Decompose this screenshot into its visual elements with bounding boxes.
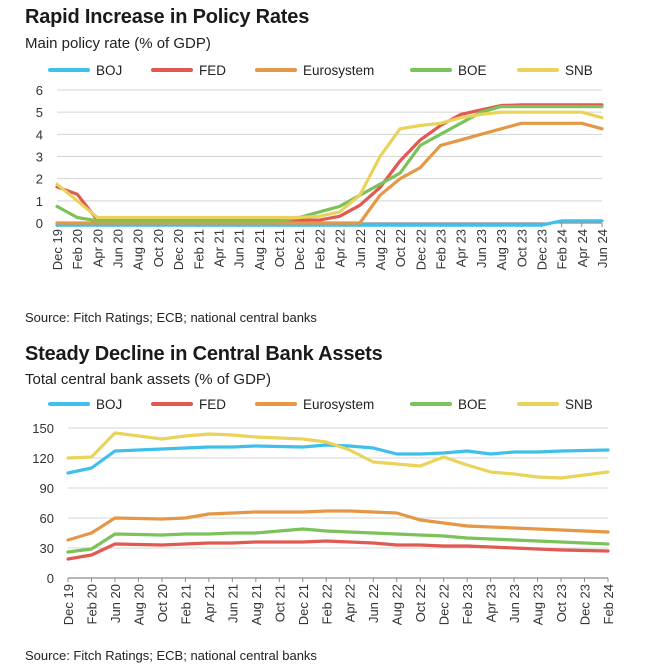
x-tick-label: Jun 22 bbox=[353, 229, 368, 268]
x-tick-label: Dec 22 bbox=[413, 229, 428, 270]
x-tick-label: Apr 23 bbox=[484, 584, 499, 622]
x-tick-label: Dec 19 bbox=[50, 229, 65, 270]
x-tick-label: Jun 21 bbox=[232, 229, 247, 268]
x-tick-label: Feb 22 bbox=[319, 584, 334, 624]
x-tick-label: Aug 22 bbox=[390, 584, 405, 625]
x-tick-label: Feb 22 bbox=[312, 229, 327, 269]
policy-rates-panel: Rapid Increase in Policy Rates Main poli… bbox=[25, 6, 610, 325]
series-line-boj bbox=[66, 443, 610, 475]
y-tick-label: 60 bbox=[40, 511, 54, 526]
legend-label-eurosystem: Eurosystem bbox=[303, 397, 374, 412]
x-tick-label: Aug 20 bbox=[131, 584, 146, 625]
x-tick-label: Jun 20 bbox=[108, 584, 123, 623]
y-tick-label: 5 bbox=[36, 105, 43, 120]
y-tick-label: 90 bbox=[40, 481, 54, 496]
x-tick-label: Dec 23 bbox=[578, 584, 593, 625]
chart-source: Source: Fitch Ratings; ECB; national cen… bbox=[25, 310, 317, 325]
series-line-boe bbox=[66, 527, 610, 554]
chart-subtitle: Total central bank assets (% of GDP) bbox=[25, 371, 271, 388]
x-tick-label: Apr 20 bbox=[90, 229, 105, 267]
x-tick-label: Apr 21 bbox=[202, 584, 217, 622]
y-tick-label: 4 bbox=[36, 127, 43, 142]
x-tick-label: Dec 20 bbox=[171, 229, 186, 270]
x-tick-label: Apr 21 bbox=[211, 229, 226, 267]
x-tick-label: Feb 20 bbox=[84, 584, 99, 624]
y-tick-label: 0 bbox=[36, 216, 43, 231]
series-line-snb bbox=[66, 431, 610, 480]
legend-label-boe: BOE bbox=[458, 397, 487, 412]
legend-label-eurosystem: Eurosystem bbox=[303, 63, 374, 78]
x-tick-label: Apr 24 bbox=[575, 229, 590, 267]
y-tick-label: 3 bbox=[36, 150, 43, 165]
x-tick-label: Oct 20 bbox=[155, 584, 170, 622]
y-tick-label: 6 bbox=[36, 83, 43, 98]
y-tick-label: 30 bbox=[40, 541, 54, 556]
x-tick-label: Oct 21 bbox=[272, 229, 287, 267]
x-tick-label: Apr 22 bbox=[333, 229, 348, 267]
series-line-snb bbox=[55, 110, 604, 220]
x-tick-label: Dec 19 bbox=[61, 584, 76, 625]
legend-label-fed: FED bbox=[199, 63, 226, 78]
x-tick-label: Feb 23 bbox=[460, 584, 475, 624]
x-tick-label: Aug 21 bbox=[252, 229, 267, 270]
chart-title: Steady Decline in Central Bank Assets bbox=[25, 343, 383, 365]
series-line-eurosystem bbox=[66, 509, 610, 542]
x-tick-label: Oct 22 bbox=[393, 229, 408, 267]
legend-label-boe: BOE bbox=[458, 63, 487, 78]
x-tick-label: Feb 21 bbox=[191, 229, 206, 269]
x-tick-label: Feb 23 bbox=[434, 229, 449, 269]
x-tick-label: Jun 24 bbox=[595, 229, 610, 268]
y-tick-label: 0 bbox=[47, 571, 54, 586]
x-tick-label: Jun 22 bbox=[366, 584, 381, 623]
x-tick-label: Aug 20 bbox=[131, 229, 146, 270]
chart-source: Source: Fitch Ratings; ECB; national cen… bbox=[25, 648, 317, 663]
y-tick-label: 120 bbox=[32, 451, 54, 466]
x-tick-label: Dec 21 bbox=[296, 584, 311, 625]
chart-title: Rapid Increase in Policy Rates bbox=[25, 6, 310, 28]
series-line-boj bbox=[55, 219, 604, 227]
x-tick-label: Apr 22 bbox=[343, 584, 358, 622]
x-tick-label: Aug 23 bbox=[531, 584, 546, 625]
x-tick-label: Apr 23 bbox=[454, 229, 469, 267]
y-tick-label: 2 bbox=[36, 172, 43, 187]
y-tick-label: 150 bbox=[32, 421, 54, 436]
y-tick-label: 1 bbox=[36, 194, 43, 209]
x-tick-label: Aug 21 bbox=[249, 584, 264, 625]
x-tick-label: Jun 21 bbox=[225, 584, 240, 623]
x-tick-label: Feb 21 bbox=[178, 584, 193, 624]
x-tick-label: Aug 23 bbox=[494, 229, 509, 270]
legend-label-boj: BOJ bbox=[96, 397, 122, 412]
x-tick-label: Oct 20 bbox=[151, 229, 166, 267]
x-tick-label: Oct 21 bbox=[272, 584, 287, 622]
chart-subtitle: Main policy rate (% of GDP) bbox=[25, 35, 211, 52]
chart-legend: BOJ FED Eurosystem BOE SNB bbox=[48, 397, 593, 412]
x-tick-label: Feb 20 bbox=[70, 229, 85, 269]
x-tick-label: Jun 20 bbox=[111, 229, 126, 268]
central-bank-assets-panel: Steady Decline in Central Bank Assets To… bbox=[0, 338, 645, 670]
legend-label-boj: BOJ bbox=[96, 63, 122, 78]
x-tick-label: Oct 23 bbox=[554, 584, 569, 622]
legend-label-fed: FED bbox=[199, 397, 226, 412]
series-line-boe bbox=[55, 104, 604, 223]
series-line-fed bbox=[66, 539, 610, 561]
x-tick-label: Oct 22 bbox=[413, 584, 428, 622]
x-tick-label: Aug 22 bbox=[373, 229, 388, 270]
x-tick-label: Feb 24 bbox=[601, 584, 616, 624]
chart-legend: BOJ FED Eurosystem BOE SNB bbox=[48, 63, 593, 78]
x-tick-label: Oct 23 bbox=[514, 229, 529, 267]
series-line-eurosystem bbox=[55, 121, 604, 225]
x-tick-label: Dec 22 bbox=[437, 584, 452, 625]
legend-label-snb: SNB bbox=[565, 397, 593, 412]
central-bank-assets-chart: BOJ FED Eurosystem BOE SNB 0 30 60 90 120 150 Dec 1… bbox=[32, 397, 616, 625]
x-tick-label: Dec 23 bbox=[534, 229, 549, 270]
x-tick-label: Feb 24 bbox=[555, 229, 570, 269]
x-tick-label: Jun 23 bbox=[507, 584, 522, 623]
legend-label-snb: SNB bbox=[565, 63, 593, 78]
policy-rates-chart: BOJ FED Eurosystem BOE SNB 0 1 2 3 4 5 6 Dec 19 Feb 2… bbox=[36, 63, 610, 270]
x-tick-label: Dec 21 bbox=[292, 229, 307, 270]
x-tick-label: Jun 23 bbox=[474, 229, 489, 268]
